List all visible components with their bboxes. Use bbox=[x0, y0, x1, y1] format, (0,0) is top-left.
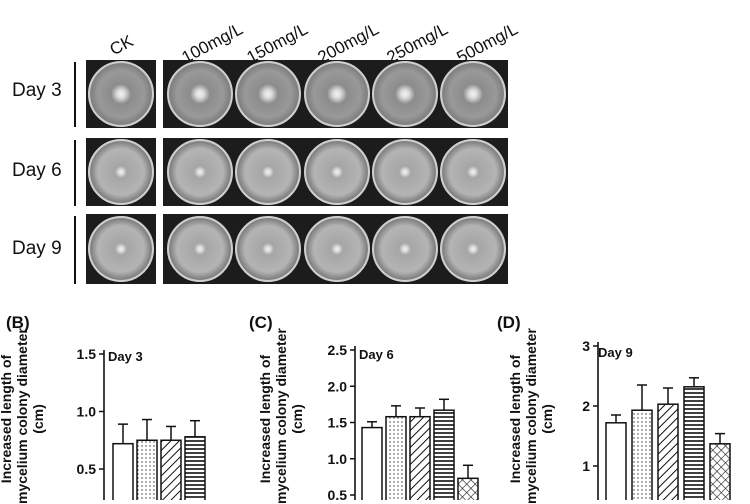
bar bbox=[112, 442, 134, 500]
row-divider bbox=[74, 140, 76, 206]
row-label-day9: Day 9 bbox=[12, 238, 62, 259]
bar bbox=[136, 439, 158, 500]
y-tick-label: 1.0 bbox=[77, 404, 97, 420]
bar bbox=[409, 415, 431, 500]
petri-dish bbox=[88, 216, 154, 282]
chart-title: Day 9 bbox=[598, 345, 633, 360]
y-tick-label: 0.5 bbox=[77, 461, 97, 477]
row-divider bbox=[74, 216, 76, 284]
petri-dish bbox=[88, 61, 154, 127]
bar bbox=[683, 386, 705, 500]
chart-title: Day 3 bbox=[108, 349, 143, 364]
bar bbox=[184, 436, 206, 500]
petri-dish bbox=[167, 139, 233, 205]
petri-dish bbox=[372, 61, 438, 127]
panel-letter-c: (C) bbox=[249, 313, 273, 332]
bar bbox=[160, 439, 182, 500]
y-tick-label: 2 bbox=[582, 398, 590, 414]
panel-letter-b: (B) bbox=[6, 313, 30, 332]
y-tick-label: 1.0 bbox=[328, 451, 348, 467]
y-tick-label: 1.5 bbox=[328, 415, 348, 431]
row-label-day3: Day 3 bbox=[12, 80, 62, 101]
bar bbox=[385, 415, 407, 500]
petri-dish bbox=[235, 139, 301, 205]
y-tick-label: 1 bbox=[582, 458, 590, 474]
row-label-day6: Day 6 bbox=[12, 160, 62, 181]
y-tick-label: 1.5 bbox=[77, 346, 97, 362]
row-divider bbox=[74, 62, 76, 127]
petri-dish bbox=[235, 216, 301, 282]
petri-dish bbox=[440, 216, 506, 282]
petri-dish bbox=[440, 139, 506, 205]
bar bbox=[709, 443, 731, 500]
y-tick-label: 2.0 bbox=[328, 378, 348, 394]
petri-dish bbox=[304, 139, 370, 205]
petri-dish bbox=[167, 216, 233, 282]
panel-letter-d: (D) bbox=[497, 313, 521, 332]
petri-dish bbox=[235, 61, 301, 127]
petri-dish bbox=[372, 139, 438, 205]
bar bbox=[361, 426, 383, 500]
petri-dish bbox=[167, 61, 233, 127]
bar bbox=[631, 409, 653, 500]
bar bbox=[605, 422, 627, 500]
petri-dish bbox=[440, 61, 506, 127]
y-tick-label: 3 bbox=[582, 338, 590, 354]
bar bbox=[457, 477, 479, 500]
petri-dish bbox=[304, 216, 370, 282]
bar bbox=[433, 409, 455, 500]
bar bbox=[657, 403, 679, 500]
y-tick-label: 2.5 bbox=[328, 342, 348, 358]
petri-dish bbox=[304, 61, 370, 127]
petri-dish bbox=[372, 216, 438, 282]
y-tick-label: 0.5 bbox=[328, 487, 348, 500]
petri-dish bbox=[88, 139, 154, 205]
chart-title: Day 6 bbox=[359, 347, 394, 362]
